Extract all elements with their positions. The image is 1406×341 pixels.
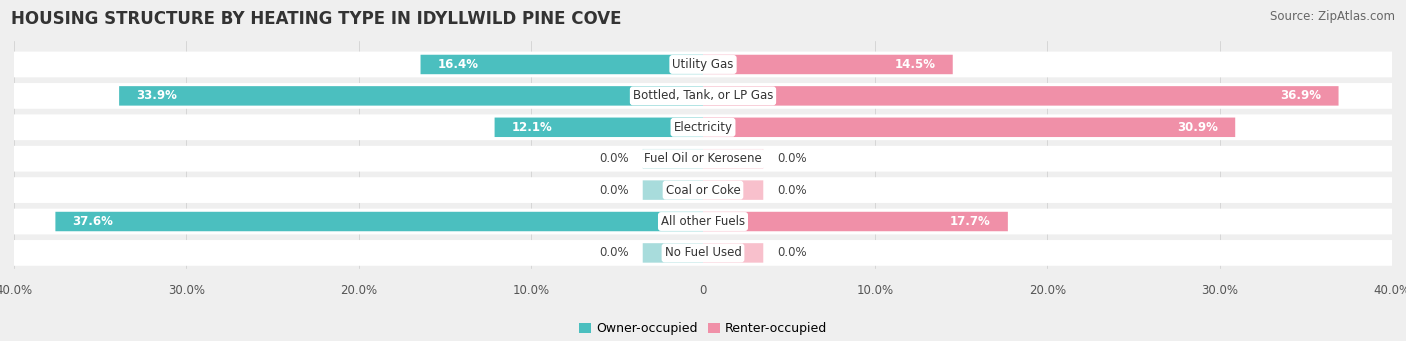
FancyBboxPatch shape — [4, 146, 1402, 172]
Text: 0.0%: 0.0% — [599, 183, 628, 197]
Text: 37.6%: 37.6% — [73, 215, 114, 228]
Text: Fuel Oil or Kerosene: Fuel Oil or Kerosene — [644, 152, 762, 165]
FancyBboxPatch shape — [420, 55, 703, 74]
FancyBboxPatch shape — [4, 209, 1402, 234]
Text: 0.0%: 0.0% — [599, 247, 628, 260]
FancyBboxPatch shape — [4, 51, 1402, 77]
Text: 33.9%: 33.9% — [136, 89, 177, 102]
Text: Electricity: Electricity — [673, 121, 733, 134]
Text: Bottled, Tank, or LP Gas: Bottled, Tank, or LP Gas — [633, 89, 773, 102]
Text: 36.9%: 36.9% — [1281, 89, 1322, 102]
Text: HOUSING STRUCTURE BY HEATING TYPE IN IDYLLWILD PINE COVE: HOUSING STRUCTURE BY HEATING TYPE IN IDY… — [11, 10, 621, 28]
Text: All other Fuels: All other Fuels — [661, 215, 745, 228]
Text: 12.1%: 12.1% — [512, 121, 553, 134]
FancyBboxPatch shape — [703, 118, 1236, 137]
FancyBboxPatch shape — [643, 149, 703, 168]
Text: 17.7%: 17.7% — [950, 215, 991, 228]
Text: 0.0%: 0.0% — [778, 183, 807, 197]
FancyBboxPatch shape — [703, 212, 1008, 231]
FancyBboxPatch shape — [703, 55, 953, 74]
FancyBboxPatch shape — [495, 118, 703, 137]
Text: 16.4%: 16.4% — [437, 58, 479, 71]
Legend: Owner-occupied, Renter-occupied: Owner-occupied, Renter-occupied — [574, 317, 832, 340]
FancyBboxPatch shape — [4, 115, 1402, 140]
FancyBboxPatch shape — [120, 86, 703, 106]
Text: 0.0%: 0.0% — [778, 152, 807, 165]
Text: 0.0%: 0.0% — [599, 152, 628, 165]
FancyBboxPatch shape — [703, 243, 763, 263]
Text: Coal or Coke: Coal or Coke — [665, 183, 741, 197]
FancyBboxPatch shape — [703, 180, 763, 200]
FancyBboxPatch shape — [4, 240, 1402, 266]
Text: 14.5%: 14.5% — [894, 58, 935, 71]
FancyBboxPatch shape — [643, 180, 703, 200]
Text: Utility Gas: Utility Gas — [672, 58, 734, 71]
Text: 30.9%: 30.9% — [1177, 121, 1218, 134]
FancyBboxPatch shape — [703, 149, 763, 168]
FancyBboxPatch shape — [4, 177, 1402, 203]
Text: Source: ZipAtlas.com: Source: ZipAtlas.com — [1270, 10, 1395, 23]
FancyBboxPatch shape — [703, 86, 1339, 106]
FancyBboxPatch shape — [4, 83, 1402, 109]
Text: 0.0%: 0.0% — [778, 247, 807, 260]
Text: No Fuel Used: No Fuel Used — [665, 247, 741, 260]
FancyBboxPatch shape — [643, 243, 703, 263]
FancyBboxPatch shape — [55, 212, 703, 231]
